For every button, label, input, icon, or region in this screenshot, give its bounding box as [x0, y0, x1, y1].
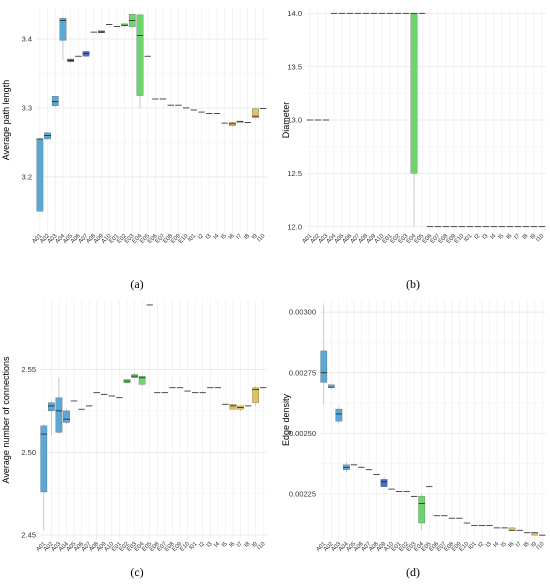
y-tick-label: 13.5: [287, 62, 302, 71]
y-tick-label: 3.4: [22, 35, 32, 44]
x-tick-label-I7: I7: [514, 233, 522, 241]
y-tick-label: 14.0: [287, 9, 302, 18]
y-tick-label: 2.45: [21, 531, 36, 540]
x-tick-label-I01: I01: [188, 541, 199, 552]
x-tick-label-I6: I6: [508, 541, 516, 549]
y-axis-title: Edge density: [281, 393, 291, 446]
y-tick-label: 0.00300: [289, 308, 316, 317]
y-axis-title: Average number of connections: [1, 356, 11, 483]
box-A03: [51, 96, 59, 107]
x-tick-label-I7: I7: [236, 541, 244, 549]
x-tick-label-I4: I4: [490, 233, 498, 241]
x-tick-label-I8: I8: [523, 541, 531, 549]
x-tick-label-I8: I8: [522, 233, 530, 241]
box-A04: [59, 18, 67, 41]
panel-label: (b): [406, 277, 420, 291]
panel-label: (a): [130, 277, 143, 291]
y-tick-label: 3.2: [22, 172, 32, 181]
x-tick-label-I7: I7: [236, 233, 244, 241]
x-tick-label-I01: I01: [463, 233, 474, 244]
y-tick-label: 2.55: [21, 365, 36, 374]
x-tick-label-I8: I8: [243, 233, 251, 241]
box-E04: [410, 13, 418, 174]
x-tick-label-I5: I5: [498, 233, 506, 241]
x-tick-label-I01: I01: [187, 233, 198, 244]
box-E04: [138, 375, 146, 385]
box-A01: [40, 425, 48, 493]
box-A03: [55, 397, 63, 433]
x-tick-label-I2: I2: [197, 233, 205, 241]
x-tick-label-I7: I7: [515, 541, 523, 549]
x-tick-label-I4: I4: [213, 233, 221, 241]
x-tick-label-I5: I5: [500, 541, 508, 549]
y-tick-label: 0.00250: [289, 429, 316, 438]
x-tick-label-I3: I3: [206, 541, 214, 549]
x-tick-label-I2: I2: [474, 233, 482, 241]
y-tick-label: 0.00225: [289, 490, 316, 499]
box-I6: [229, 404, 237, 410]
x-tick-label-I2: I2: [478, 541, 486, 549]
x-tick-label-I9: I9: [530, 233, 538, 241]
x-tick-label-I10: I10: [256, 541, 267, 552]
x-tick-label-I6: I6: [229, 541, 237, 549]
x-tick-label-I9: I9: [251, 233, 259, 241]
y-tick-label: 2.50: [21, 448, 36, 457]
x-tick-label-I3: I3: [482, 233, 490, 241]
box-A01: [320, 350, 328, 383]
panel-label: (c): [130, 565, 143, 579]
x-tick-label-I4: I4: [213, 541, 221, 549]
x-tick-label-I5: I5: [221, 541, 229, 549]
box-A03: [335, 408, 343, 422]
x-tick-label-I6: I6: [228, 233, 236, 241]
y-tick-label: 12.0: [287, 222, 302, 231]
chart-panel-1: 3.23.33.4A01A02A03A04A05A06A07A08A09A10E…: [1, 8, 267, 291]
box-A09: [380, 479, 388, 487]
box-E04: [418, 496, 426, 524]
x-tick-label-I2: I2: [198, 541, 206, 549]
x-tick-label-I6: I6: [506, 233, 514, 241]
box-A02: [48, 402, 55, 412]
chart-panel-2: 12.012.513.013.514.0A01A02A03A04A05A06A0…: [281, 8, 546, 291]
box-A01: [36, 138, 44, 212]
box-I9: [252, 108, 259, 118]
y-tick-label: 0.00275: [289, 368, 316, 377]
y-axis-title: Average path length: [1, 80, 11, 160]
y-tick-label: 3.3: [22, 104, 32, 113]
x-tick-label-I10: I10: [535, 233, 546, 244]
box-I9: [252, 387, 259, 403]
x-tick-label-I9: I9: [251, 541, 259, 549]
x-tick-label-I10: I10: [256, 233, 267, 244]
x-tick-label-I10: I10: [536, 541, 547, 552]
y-axis-title: Diameter: [281, 102, 291, 139]
x-tick-label-I3: I3: [485, 541, 493, 549]
x-tick-label-I3: I3: [205, 233, 213, 241]
box-E04: [136, 14, 144, 96]
x-tick-label-I8: I8: [244, 541, 252, 549]
chart-panel-4: 0.002250.002500.002750.00300A01A02A03A04…: [281, 300, 546, 579]
x-tick-label-I5: I5: [220, 233, 228, 241]
chart-panel-3: 2.452.502.55A01A02A03A04A05A06A07A08A09A…: [1, 300, 267, 579]
y-tick-label: 13.0: [287, 116, 302, 125]
x-tick-label-I4: I4: [493, 541, 501, 549]
panel-label: (d): [406, 565, 420, 579]
x-tick-label-I01: I01: [468, 541, 479, 552]
x-tick-label-I9: I9: [530, 541, 538, 549]
box-A04: [63, 410, 70, 423]
y-tick-label: 12.5: [287, 169, 302, 178]
